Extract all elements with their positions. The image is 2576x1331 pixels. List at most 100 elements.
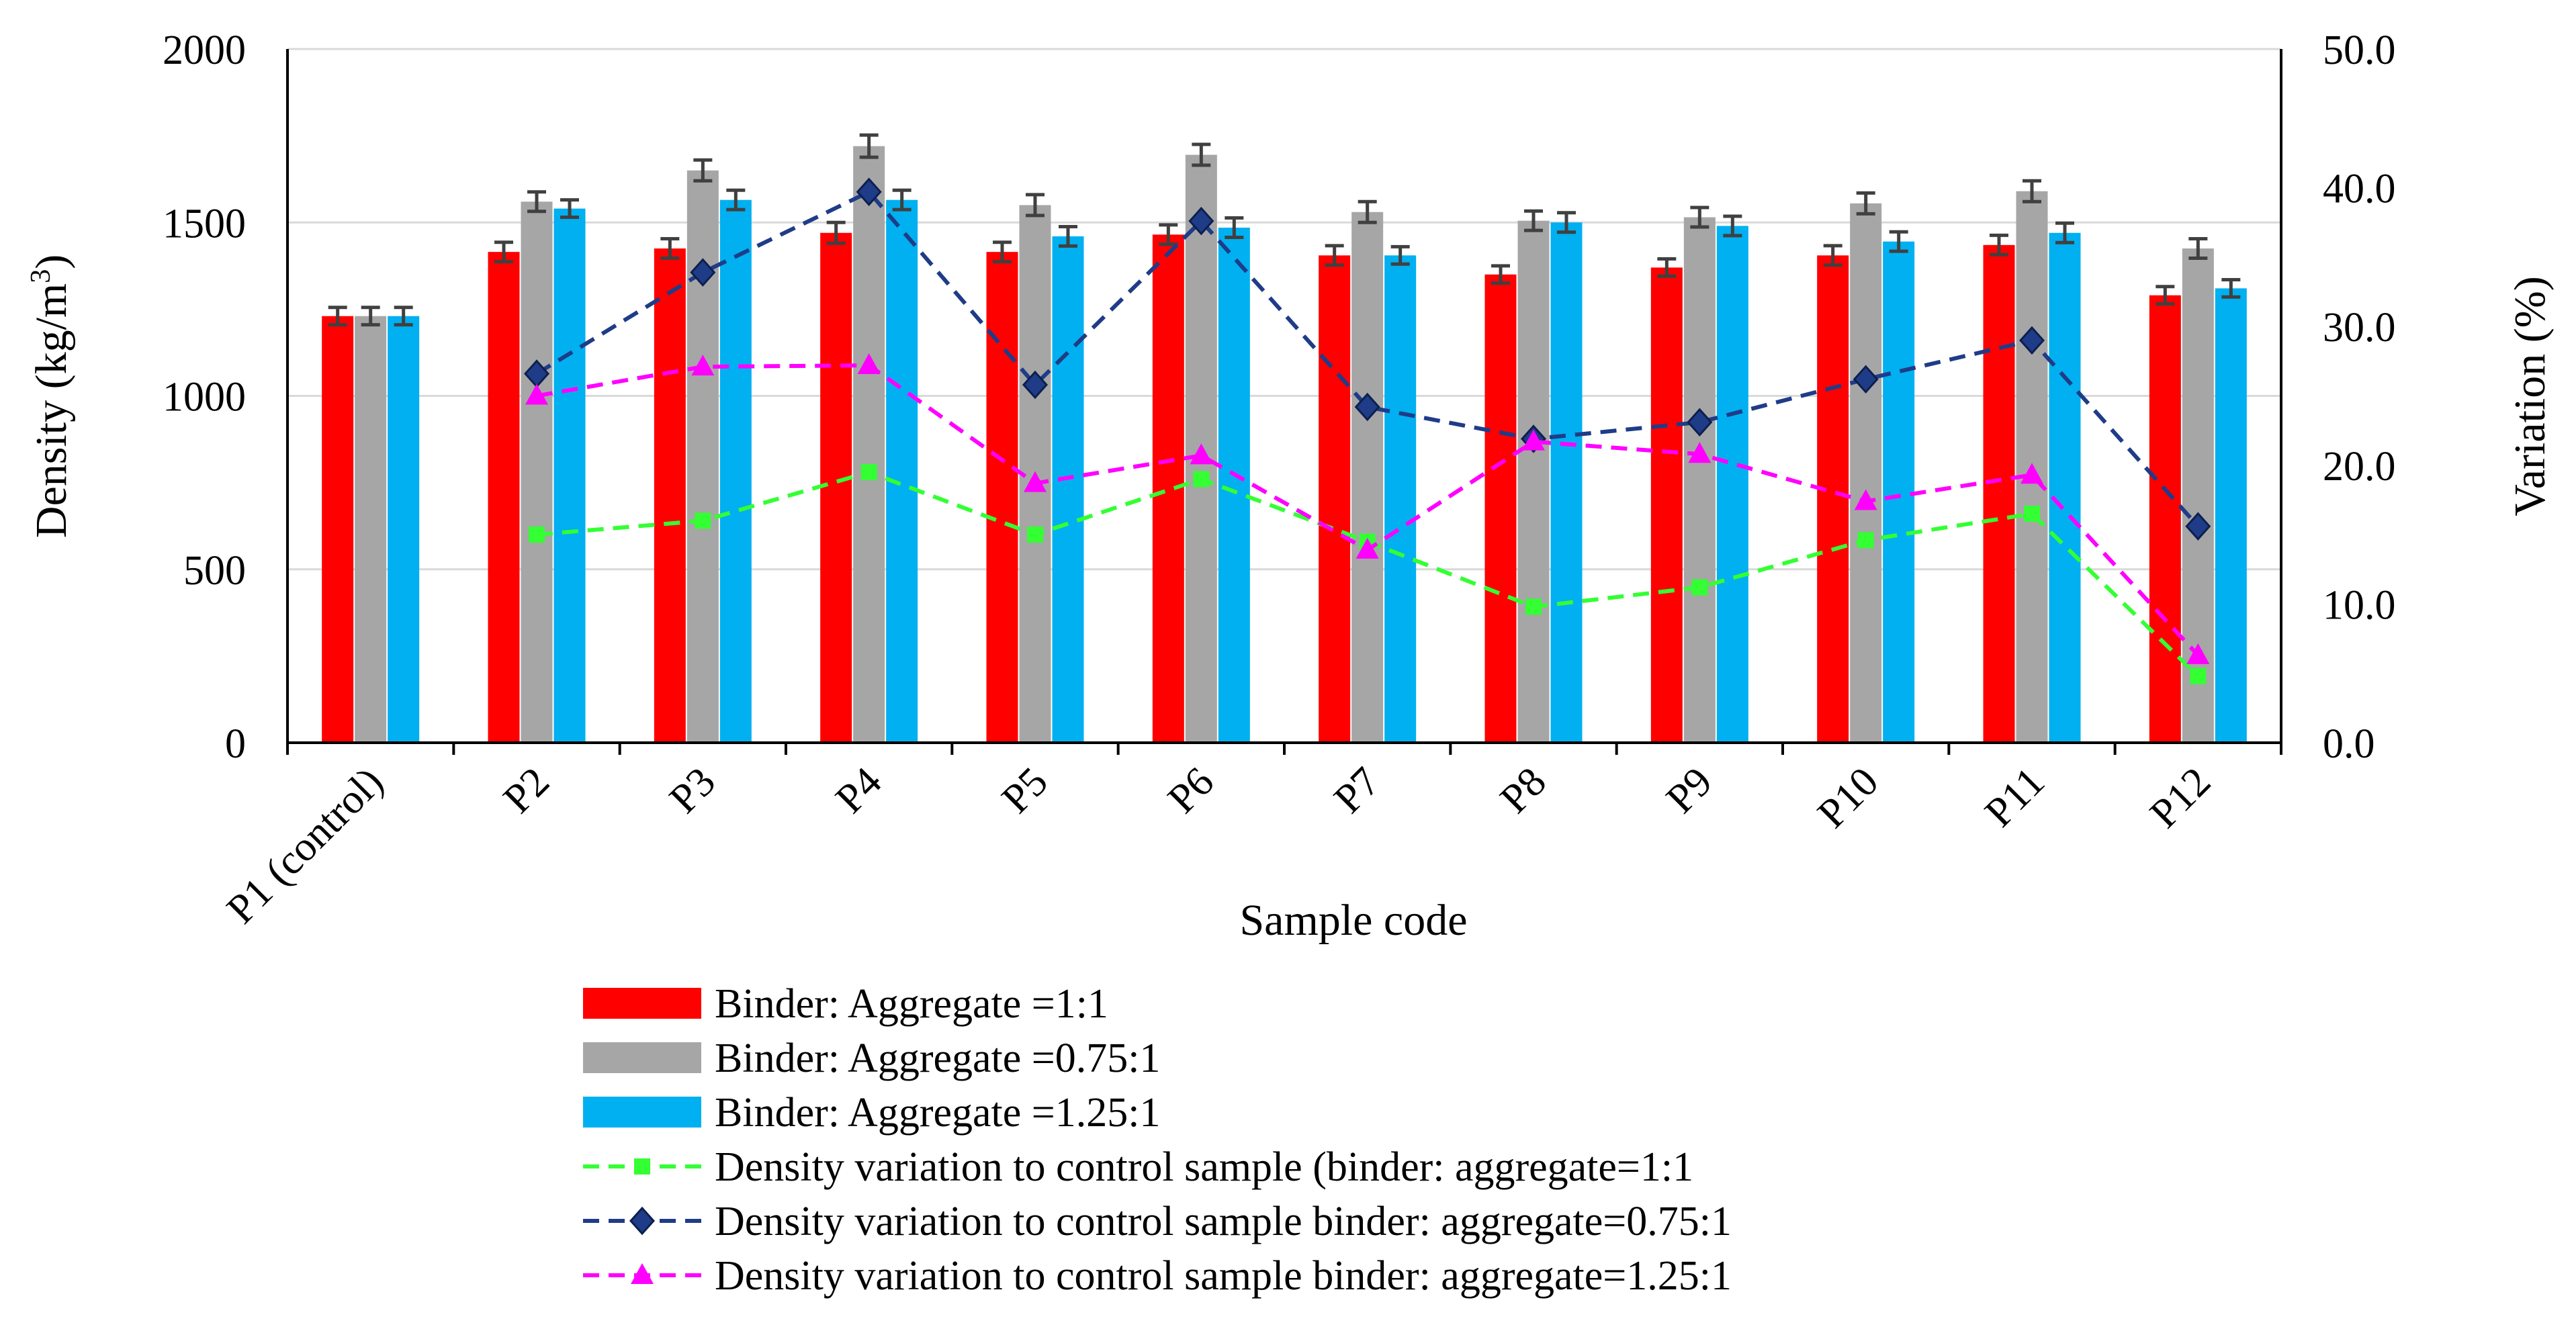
error-bar: [1325, 244, 1344, 267]
bar-p8-s3: [1550, 222, 1583, 743]
bars: [322, 133, 2247, 743]
x-tick-label: P6: [1159, 759, 1223, 822]
line-marker-3-p6: [1190, 443, 1213, 465]
legend-marker: [634, 1158, 650, 1175]
error-bar: [1889, 230, 1908, 253]
y2-tick-label: 50.0: [2323, 28, 2396, 73]
error-bar: [361, 306, 380, 327]
x-tick-label: P2: [495, 759, 558, 822]
bar-p5-s1: [986, 252, 1018, 743]
x-tick-label: P3: [661, 759, 724, 822]
line-marker-3-p5: [1024, 471, 1047, 492]
legend-entry-1: Binder: Aggregate =1:1: [583, 981, 1108, 1027]
bar-p1-control--s1: [322, 316, 354, 743]
bar-p10-s3: [1883, 241, 1915, 743]
line-marker-1-p12: [2190, 668, 2207, 684]
bar-p6-s3: [1218, 227, 1250, 743]
bar-p2-s1: [488, 252, 520, 743]
line-marker-2-p5: [1022, 370, 1049, 400]
bar-p5-s3: [1052, 236, 1084, 743]
error-bar: [826, 220, 846, 245]
y2-tick-label: 20.0: [2323, 444, 2396, 490]
y-tick-label: 500: [183, 548, 246, 594]
legend-label: Density variation to control sample bind…: [715, 1253, 1732, 1299]
bar-p3-s3: [719, 199, 752, 743]
bar-p9-s1: [1650, 267, 1683, 743]
bar-p7-s3: [1384, 255, 1417, 743]
bar-p4-s1: [820, 232, 852, 743]
line-marker-2-p7: [1354, 392, 1380, 422]
y-tick-label: 2000: [163, 28, 246, 73]
bar-p1-control--s2: [355, 316, 387, 743]
bar-p10-s2: [1850, 203, 1882, 743]
x-axis-title: Sample code: [1239, 896, 1467, 945]
line-marker-3-p7: [1356, 537, 1379, 559]
bar-p3-s2: [686, 170, 719, 743]
variation-lines: [523, 177, 2211, 684]
error-bar: [494, 240, 513, 264]
line-marker-3-p11: [2020, 463, 2043, 484]
legend-entry-5: Density variation to control sample bind…: [583, 1199, 1732, 1244]
error-bar: [1390, 244, 1410, 266]
error-bar: [1491, 264, 1510, 285]
error-bar: [1856, 191, 1875, 216]
bar-p12-s3: [2215, 288, 2247, 743]
line-marker-1-p2: [529, 526, 545, 543]
legend-label: Binder: Aggregate =0.75:1: [715, 1036, 1160, 1081]
line-marker-3-p9: [1688, 442, 1712, 463]
error-bar: [328, 306, 347, 327]
bar-p7-s2: [1351, 212, 1384, 743]
gridlines: [287, 48, 2281, 571]
x-tick-label: P9: [1658, 759, 1721, 822]
error-bar: [1192, 142, 1211, 167]
error-bar: [1690, 205, 1709, 229]
line-marker-2-p11: [2018, 326, 2045, 355]
error-bar: [527, 190, 546, 214]
error-bar: [660, 237, 680, 260]
line-marker-2-p10: [1853, 365, 1879, 394]
x-tick-label: P11: [1976, 759, 2053, 836]
y-tick-label: 1500: [163, 201, 246, 246]
error-bar: [859, 133, 879, 159]
bar-p4-s2: [853, 146, 885, 743]
x-tick-label: P8: [1492, 759, 1555, 822]
error-bar: [892, 188, 912, 212]
bar-p2-s2: [521, 201, 553, 743]
bar-p1-control--s3: [388, 316, 420, 743]
bar-p7-s1: [1319, 255, 1351, 743]
error-bar: [1358, 199, 1377, 224]
bar-p3-s1: [654, 248, 686, 743]
error-bar: [993, 240, 1012, 264]
y2-tick-label: 40.0: [2323, 167, 2396, 212]
line-marker-1-p3: [695, 512, 711, 529]
error-bar: [2221, 277, 2241, 299]
legend-label: Binder: Aggregate =1:1: [715, 981, 1108, 1027]
error-bar: [1159, 223, 1178, 246]
error-bar: [1657, 257, 1677, 278]
line-marker-1-p10: [1857, 532, 1874, 549]
legend: Binder: Aggregate =1:1 Binder: Aggregate …: [583, 981, 1732, 1299]
line-marker-3-p2: [525, 383, 548, 405]
y-tick-label: 0: [225, 721, 246, 767]
legend-label: Density variation to control sample bind…: [715, 1199, 1732, 1244]
y2-tick-label: 10.0: [2323, 582, 2396, 628]
bar-p11-s3: [2049, 232, 2081, 743]
line-marker-1-p9: [1691, 579, 1708, 596]
line-marker-2-p12: [2185, 512, 2211, 541]
y2-tick-label: 0.0: [2323, 721, 2375, 767]
line-marker-3-p8: [1522, 429, 1545, 451]
line-marker-3-p10: [1854, 489, 1877, 510]
y2-axis-title: Variation (%): [2505, 276, 2555, 516]
x-tick-label: P5: [993, 759, 1057, 822]
legend-entry-2: Binder: Aggregate =0.75:1: [583, 1036, 1160, 1081]
bar-p12-s1: [2149, 295, 2181, 743]
legend-label: Density variation to control sample (bin…: [715, 1144, 1693, 1190]
bar-p2-s3: [553, 208, 586, 743]
legend-entry-3: Binder: Aggregate =1.25:1: [583, 1090, 1160, 1136]
x-tick-label: P12: [2141, 759, 2219, 837]
y2-tick-label: 30.0: [2323, 305, 2396, 351]
error-bar: [693, 158, 713, 183]
y-tick-label: 1000: [163, 375, 246, 420]
legend-swatch: [583, 988, 701, 1019]
